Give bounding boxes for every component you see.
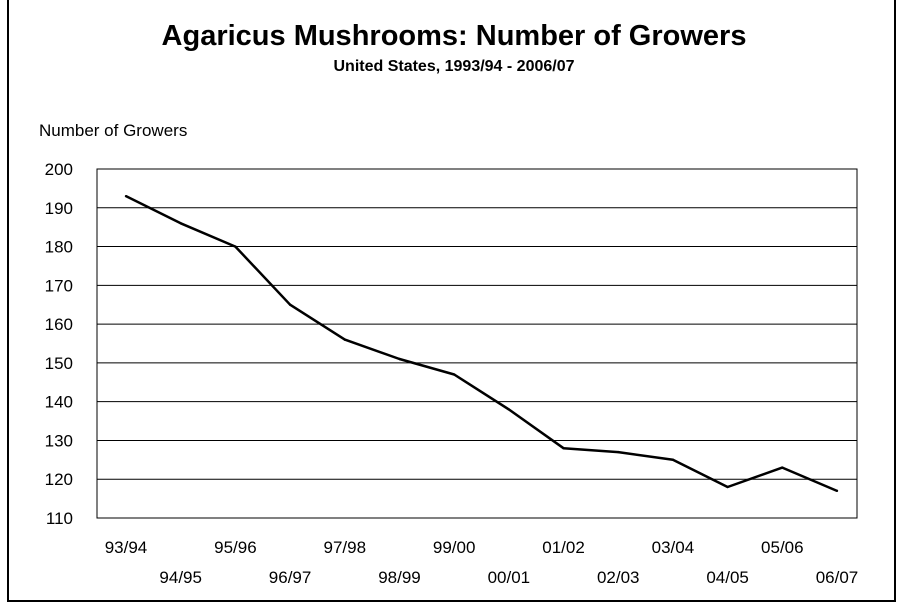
x-tick-label-98-99: 98/99 <box>378 568 421 587</box>
x-tick-label-94-95: 94/95 <box>159 568 202 587</box>
data-point-93-94 <box>124 194 128 198</box>
y-tick-label-150: 150 <box>45 354 73 373</box>
x-tick-label-04-05: 04/05 <box>706 568 749 587</box>
y-tick-label-140: 140 <box>45 393 73 412</box>
data-point-00-01 <box>507 408 511 411</box>
y-tick-label-170: 170 <box>45 276 73 295</box>
x-tick-label-01-02: 01/02 <box>542 538 585 557</box>
data-point-01-02 <box>562 447 565 450</box>
y-tick-label-190: 190 <box>45 199 73 218</box>
x-tick-label-95-96: 95/96 <box>214 538 257 557</box>
x-tick-label-03-04: 03/04 <box>652 538 695 557</box>
data-point-94-95 <box>179 222 182 225</box>
data-point-06-07 <box>835 489 839 493</box>
y-tick-label-130: 130 <box>45 431 73 450</box>
chart-title: Agaricus Mushrooms: Number of Growers <box>161 20 747 52</box>
x-tick-label-97-98: 97/98 <box>323 538 366 557</box>
data-point-04-05 <box>726 485 729 489</box>
y-tick-label-180: 180 <box>45 238 73 257</box>
plot-area <box>96 168 858 519</box>
data-point-96-97 <box>288 303 292 306</box>
x-tick-label-96-97: 96/97 <box>269 568 312 587</box>
x-tick-label-02-03: 02/03 <box>597 568 640 587</box>
data-point-05-06 <box>781 466 784 469</box>
x-tick-label-00-01: 00/01 <box>488 568 531 587</box>
data-point-03-04 <box>671 458 675 462</box>
y-tick-label-200: 200 <box>45 160 73 179</box>
y-axis-label: Number of Growers <box>39 121 188 140</box>
y-tick-label-160: 160 <box>45 315 73 334</box>
data-point-99-00 <box>452 373 456 376</box>
series-line <box>125 194 838 493</box>
x-tick-label-93-94: 93/94 <box>105 538 148 557</box>
data-point-97-98 <box>343 338 346 341</box>
data-point-98-99 <box>398 357 401 361</box>
chart-frame <box>7 2 896 602</box>
x-tick-label-05-06: 05/06 <box>761 538 804 557</box>
chart-subtitle: United States, 1993/94 - 2006/07 <box>333 58 575 75</box>
x-tick-label-06-07: 06/07 <box>816 568 859 587</box>
data-point-95-96 <box>234 245 237 248</box>
x-tick-label-99-00: 99/00 <box>433 538 476 557</box>
chart-border-top <box>7 0 896 3</box>
y-tick-label-110: 110 <box>46 509 73 528</box>
y-tick-label-120: 120 <box>45 470 73 489</box>
data-point-02-03 <box>617 450 620 454</box>
